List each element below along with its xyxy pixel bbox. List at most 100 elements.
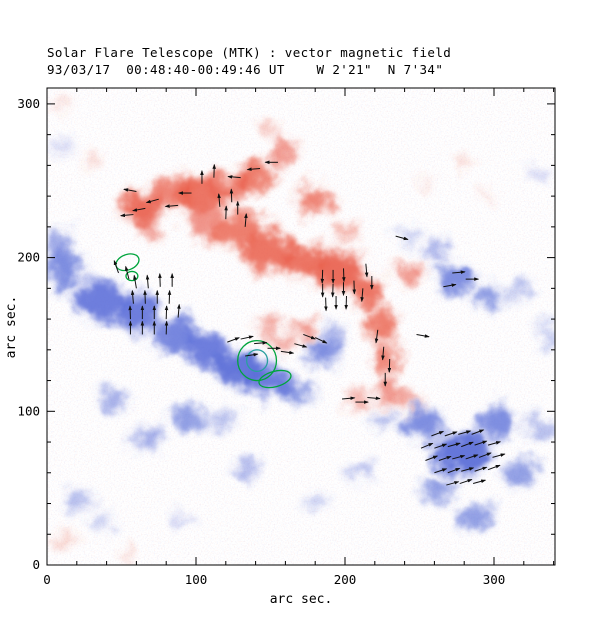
vector-arrow <box>452 454 466 460</box>
y-tick-label: 300 <box>17 96 40 111</box>
polarity-blob <box>295 185 335 214</box>
contour-ring <box>237 339 278 382</box>
vector-arrow <box>431 430 445 437</box>
polarity-blob <box>170 405 207 433</box>
polarity-blob <box>47 248 83 292</box>
polarity-blob <box>434 432 489 476</box>
vector-arrow <box>381 346 385 361</box>
vector-arrow <box>487 464 501 471</box>
vector-arrow <box>478 452 492 458</box>
vector-arrow <box>130 289 135 304</box>
polarity-blob <box>133 428 161 450</box>
polarity-blob <box>537 322 555 347</box>
vector-arrow <box>420 442 434 449</box>
x-axis-label: arc sec. <box>270 592 333 607</box>
polarity-blob <box>172 511 191 527</box>
vector-arrow <box>474 440 488 446</box>
polarity-blob <box>261 123 280 137</box>
polarity-blob <box>139 220 164 240</box>
polarity-blob <box>249 363 292 398</box>
x-tick-label: 300 <box>483 572 506 587</box>
polarity-blob <box>79 280 128 321</box>
polarity-blob <box>379 382 404 404</box>
vector-arrow <box>240 335 254 340</box>
vector-arrow <box>360 288 364 303</box>
vector-arrow <box>364 263 369 278</box>
vector-arrow <box>113 259 119 274</box>
polarity-blob <box>505 458 536 487</box>
vector-arrow <box>120 213 134 218</box>
vector-arrow <box>487 441 502 446</box>
x-tick-label: 200 <box>334 572 357 587</box>
vector-arrow <box>245 352 259 357</box>
y-tick-label: 0 <box>32 557 40 572</box>
polarity-blob <box>333 220 357 240</box>
vector-arrow <box>132 207 146 212</box>
vector-arrow <box>465 454 479 460</box>
polarity-blob <box>282 246 325 281</box>
polarity-blob <box>425 240 450 260</box>
polarity-blob <box>395 259 423 281</box>
polarity-blob <box>349 276 386 307</box>
vector-arrow <box>133 274 137 289</box>
vector-arrow <box>461 441 474 448</box>
polarity-blob <box>347 463 372 483</box>
polarity-blob <box>52 139 71 155</box>
polarity-blob <box>371 409 393 429</box>
vector-arrow <box>246 167 261 172</box>
contour-ring <box>125 270 139 282</box>
polarity-blob <box>529 165 548 181</box>
vector-arrow <box>474 466 488 472</box>
x-tick-label: 0 <box>43 572 51 587</box>
polarity-blob <box>479 408 515 439</box>
y-tick-label: 200 <box>17 250 40 265</box>
x-tick-label: 100 <box>185 572 208 587</box>
vector-arrow <box>492 453 506 458</box>
vector-arrow <box>459 479 473 485</box>
vector-arrow <box>145 274 150 289</box>
vector-arrow <box>145 198 159 204</box>
chart-subtitle: 93/03/17 00:48:40-00:49:46 UT W 2'21" N … <box>47 62 444 77</box>
polarity-blob <box>93 514 115 530</box>
polarity-blob <box>373 345 401 376</box>
polarity-blob <box>63 489 91 512</box>
polarity-blob <box>236 460 261 479</box>
polarity-blob <box>102 388 126 410</box>
vector-arrow <box>314 337 328 344</box>
vector-arrow <box>444 431 458 437</box>
polarity-blob <box>213 349 262 387</box>
polarity-blob <box>456 156 472 169</box>
polarity-blob <box>309 337 337 369</box>
vector-arrow <box>227 337 240 343</box>
polarity-blob <box>459 503 493 529</box>
vector-arrow <box>374 329 379 344</box>
polarity-blob <box>55 529 74 546</box>
vector-arrow <box>458 430 472 435</box>
vector-arrow <box>452 270 466 275</box>
plot-generated-layers: 0 100 200 300 0 100 200 300 <box>17 87 556 587</box>
vector-arrow <box>294 343 308 348</box>
polarity-blob <box>47 229 71 255</box>
vector-arrow <box>434 443 448 449</box>
polarity-blob <box>420 179 433 189</box>
polarity-blob <box>304 495 326 512</box>
polarity-blob <box>82 156 101 169</box>
polarity-blob <box>184 332 226 367</box>
vector-arrow <box>473 479 487 485</box>
vector-arrow <box>177 303 181 318</box>
vector-arrow <box>164 204 179 208</box>
polarity-blob <box>347 391 372 407</box>
vector-arrow <box>434 468 448 474</box>
vector-arrow <box>425 455 439 461</box>
polarity-blob <box>397 391 421 407</box>
vector-arrow <box>443 283 457 288</box>
vector-arrow <box>461 467 475 472</box>
polarity-blob <box>365 309 396 341</box>
polarity-blob <box>51 97 67 111</box>
polarity-blob <box>282 380 313 406</box>
positive-polarity-layer <box>51 97 495 559</box>
vector-arrow <box>217 193 221 207</box>
axes-layer <box>46 87 556 566</box>
